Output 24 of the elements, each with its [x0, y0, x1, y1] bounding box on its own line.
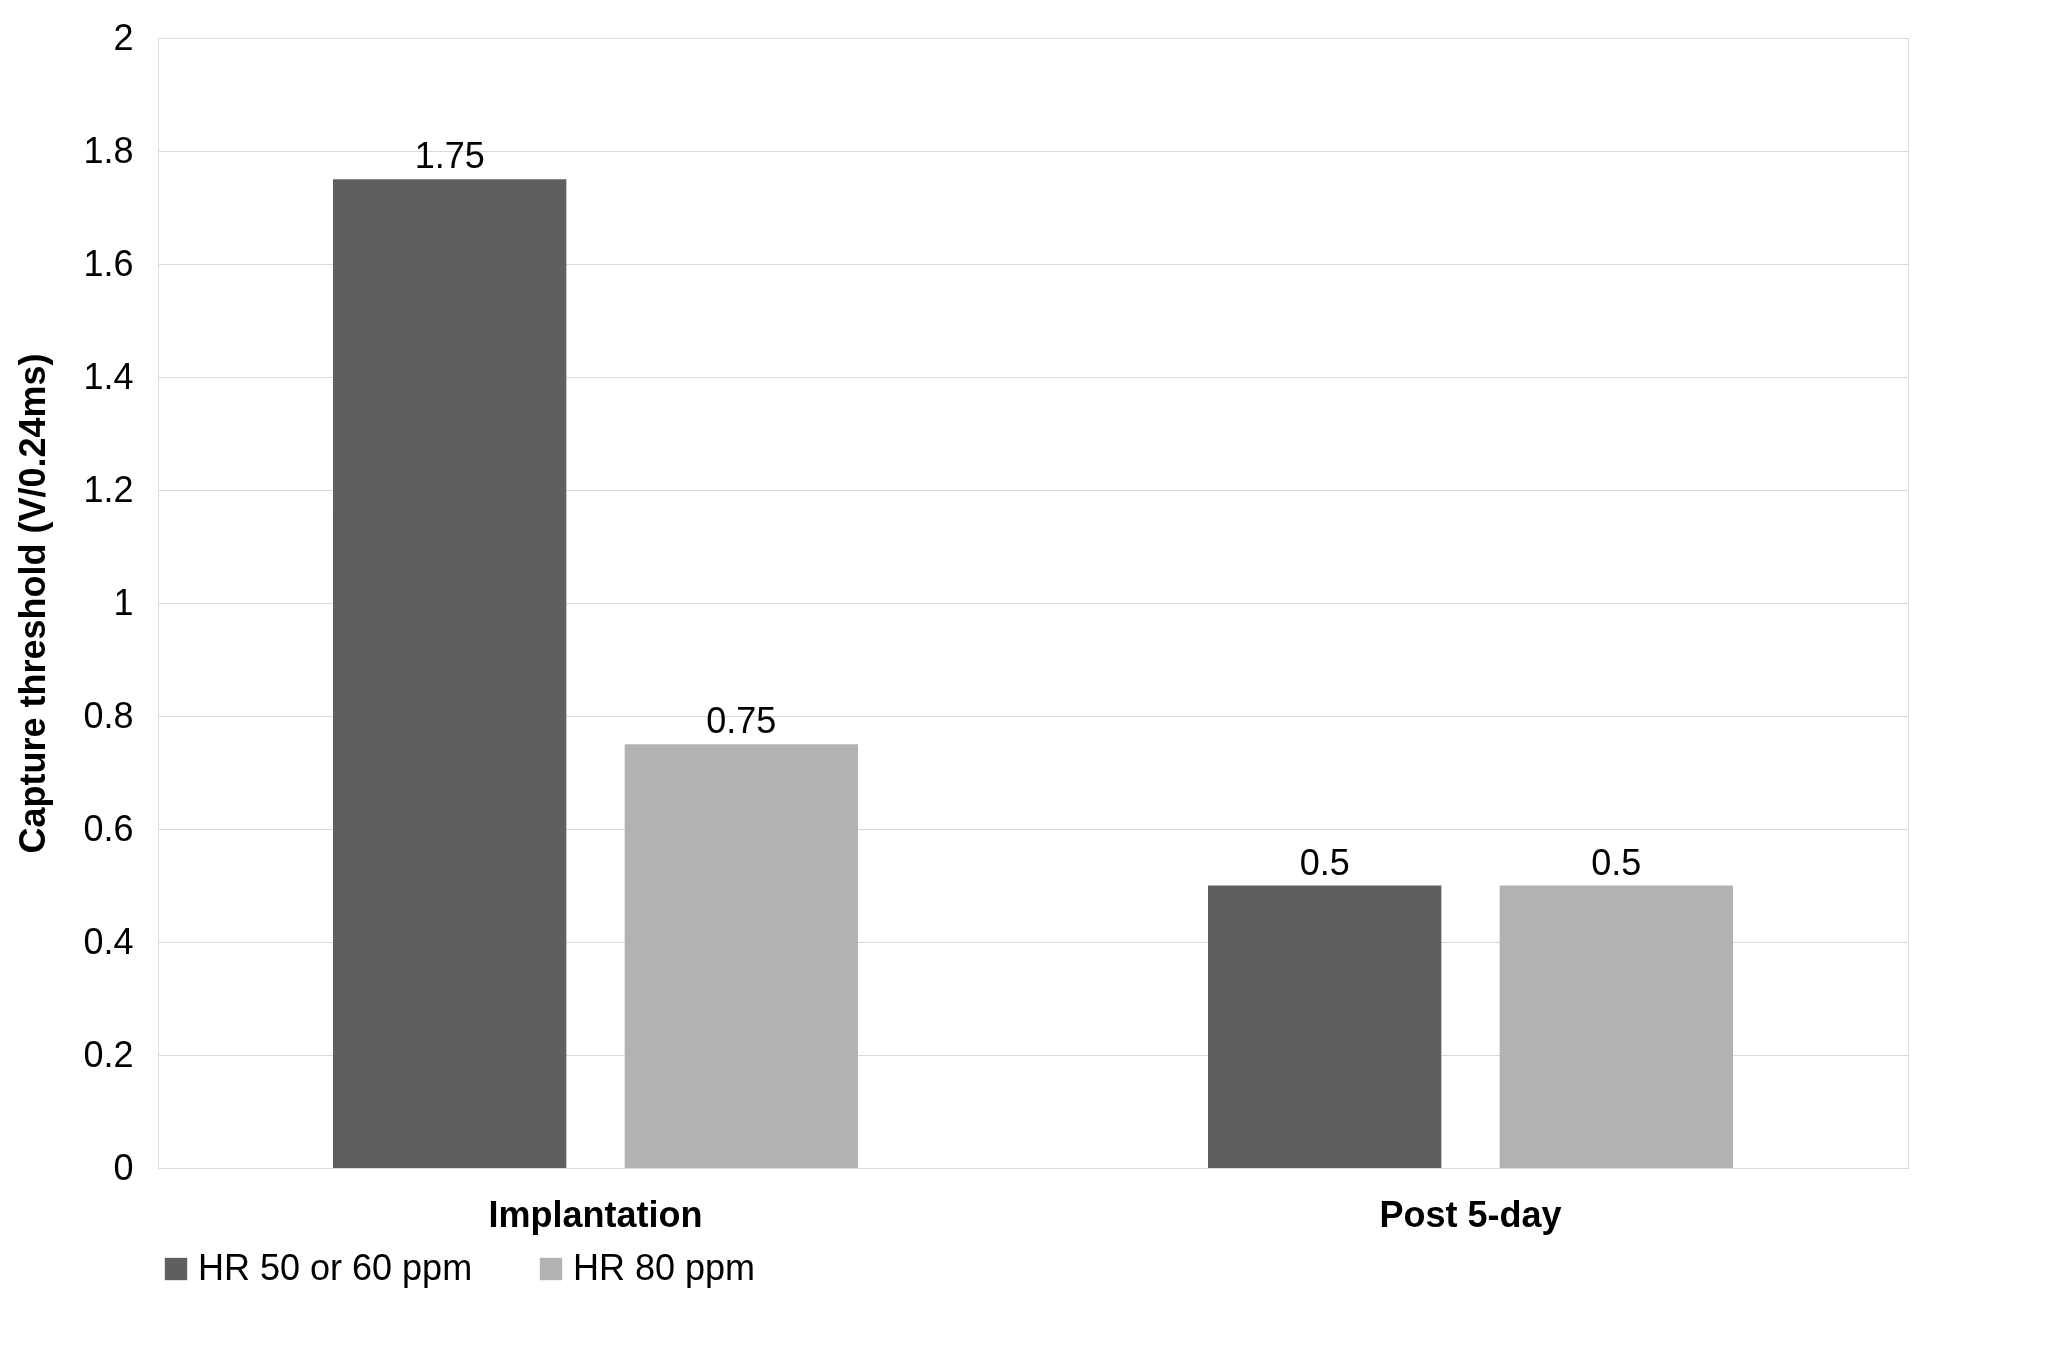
y-tick-label: 0.4 [83, 920, 134, 962]
y-tick-label: 1.4 [83, 355, 134, 397]
bar [1208, 885, 1442, 1168]
y-tick-label: 0.8 [83, 694, 134, 736]
y-tick-label: 0 [113, 1146, 134, 1188]
y-tick-label: 2 [113, 16, 134, 58]
bar [333, 179, 567, 1168]
x-tick-label: Implantation [488, 1193, 703, 1235]
y-tick-label: 1.6 [83, 242, 134, 284]
data-label: 0.75 [706, 700, 777, 742]
bar [624, 744, 858, 1168]
bar [1499, 885, 1733, 1168]
y-tick-label: 0.2 [83, 1033, 134, 1075]
y-tick-label: 1.8 [83, 129, 134, 171]
y-tick-label: 0.6 [83, 807, 134, 849]
data-label: 1.75 [414, 135, 485, 177]
x-tick-label: Post 5-day [1379, 1193, 1562, 1235]
legend-label: HR 80 ppm [573, 1247, 756, 1288]
y-axis-title: Capture threshold (V/0.24ms) [12, 353, 54, 854]
data-label: 0.5 [1299, 841, 1350, 883]
y-tick-label: 1 [113, 581, 134, 623]
y-tick-label: 1.2 [83, 468, 134, 510]
data-label: 0.5 [1591, 841, 1642, 883]
legend-label: HR 50 or 60 ppm [198, 1247, 473, 1288]
